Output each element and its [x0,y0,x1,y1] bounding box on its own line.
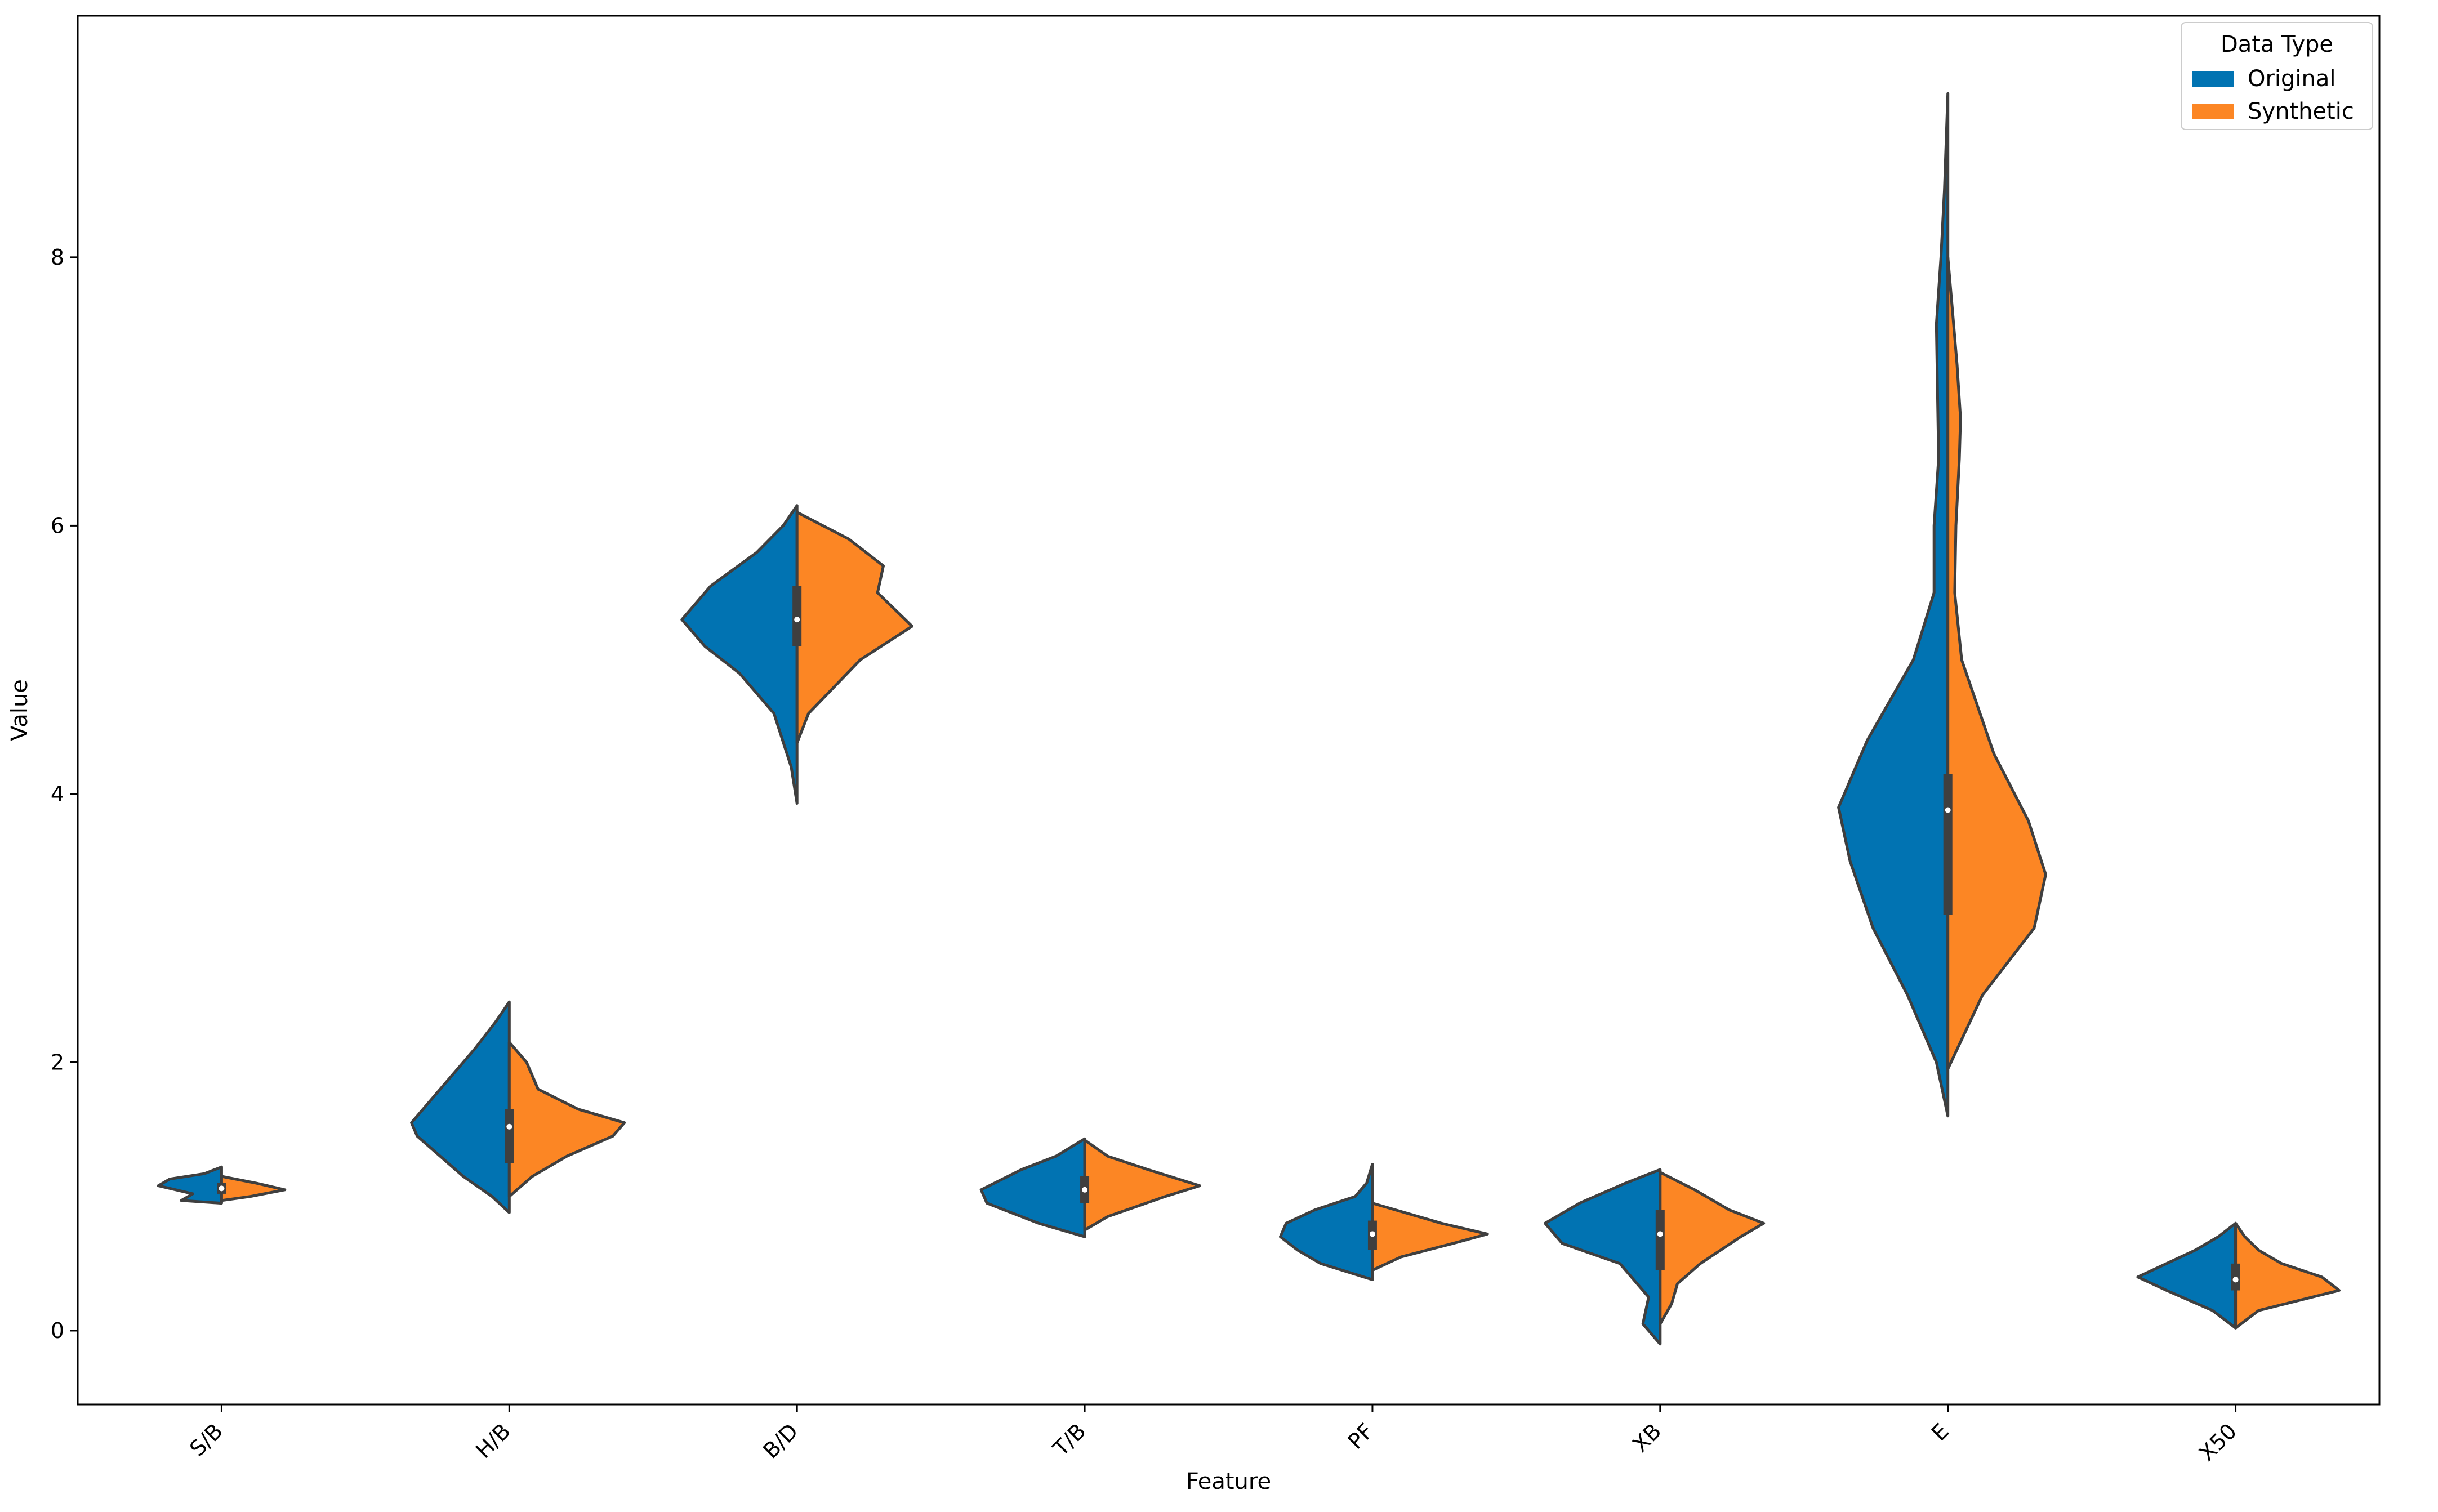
legend-title: Data Type [2221,32,2333,57]
median-pf [1369,1231,1375,1237]
y-tick-label: 2 [51,1050,64,1074]
median-e [1945,807,1951,813]
y-tick-label: 8 [51,245,64,270]
legend-label-original: Original [2248,66,2336,92]
violin-original-s-b [157,1165,223,1205]
violin-synthetic-e [1946,256,2047,1071]
legend-entries: Original Synthetic [2192,66,2354,124]
violin-original-xb [1544,1168,1662,1346]
boxes-layer [217,586,2240,1291]
y-tick-label: 6 [51,513,64,538]
legend-box [2181,22,2373,130]
violin-synthetic-xb [1659,1171,1766,1326]
legend-swatch-synthetic [2192,104,2234,119]
median-s-b [219,1185,225,1192]
median-b-d [794,617,800,623]
legend: Data Type Original Synthetic [2181,22,2373,130]
median-h-b [506,1123,512,1130]
violin-original-b-d [680,504,799,805]
legend-swatch-original [2192,71,2234,87]
median-t-b [1082,1187,1088,1193]
violin-synthetic-h-b [507,1041,626,1198]
violin-original-pf [1279,1163,1374,1281]
box-b-d [792,586,802,646]
y-axis-label: Value [7,679,33,741]
violin-original-h-b [410,1000,511,1214]
box-xb [1655,1210,1665,1270]
box-e [1943,774,1953,915]
legend-label-synthetic: Synthetic [2248,99,2354,124]
violins-layer [157,92,2341,1346]
violin-synthetic-pf [1371,1202,1489,1272]
violin-original-e [1837,92,1950,1118]
plot-frame [77,15,2381,1406]
x-axis-label: Feature [1186,1469,1271,1495]
y-tick-label: 4 [51,782,64,806]
violin-synthetic-b-d [795,511,913,744]
y-tick-label: 0 [51,1318,64,1343]
violin-synthetic-x50 [2234,1221,2341,1330]
median-x50 [2232,1277,2239,1283]
box-h-b [505,1109,514,1163]
violin-synthetic-s-b [220,1175,287,1202]
violin-synthetic-t-b [1083,1139,1201,1232]
median-xb [1657,1231,1663,1237]
